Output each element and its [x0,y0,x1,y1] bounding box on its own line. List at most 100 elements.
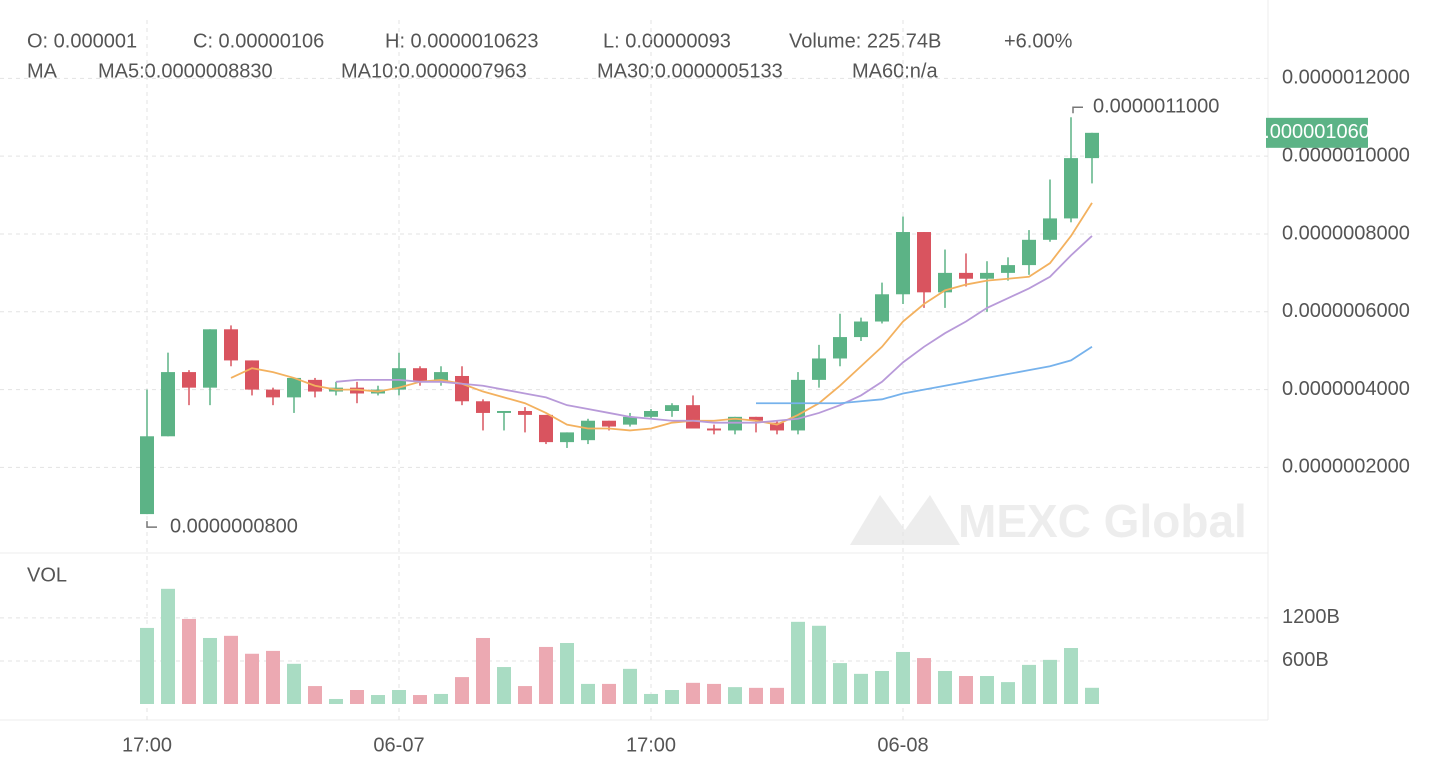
header-item: L: 0.00000093 [603,30,731,52]
volume-bar [224,635,238,704]
header-item: H: 0.0000010623 [385,30,538,52]
volume-bar [392,690,406,704]
volume-bar [1022,664,1036,704]
watermark-text: MEXC Global [958,495,1247,547]
volume-bar [707,683,721,704]
x-tick-label: 06-07 [373,734,424,756]
candle-body [770,422,784,431]
volume-tick-label: 600B [1282,649,1329,671]
x-tick-label: 06-08 [877,734,928,756]
volume-bar [644,693,658,704]
header-item: O: 0.000001 [27,30,137,52]
volume-bar [413,695,427,704]
y-tick-label: 0.0000008000 [1282,222,1410,244]
volume-bar [1085,687,1099,704]
candle-body [539,414,553,443]
volume-bar [602,683,616,704]
volume-bar [665,690,679,704]
candle-body [623,416,637,425]
y-tick-label: 0.0000006000 [1282,300,1410,322]
volume-bar [203,637,217,704]
volume-tick-label: 1200B [1282,606,1340,628]
candle-body [959,272,973,279]
y-tick-label: 0.0000004000 [1282,378,1410,400]
candle-body [707,428,721,431]
volume-bar [497,667,511,704]
volume-bar [728,687,742,704]
candle-body [203,329,217,388]
volume-bar [833,663,847,704]
candle-body [1043,218,1057,240]
candle-body [1064,158,1078,219]
candle-body [917,232,931,293]
volume-bar [434,693,448,704]
volume-bar [812,625,826,704]
candle-body [560,432,574,443]
volume-bar [182,618,196,704]
ma-line [230,202,1093,432]
volume-bar [959,676,973,704]
volume-bar [896,651,910,704]
legend-prefix: MA [27,60,58,82]
low-marker-arrow [146,521,157,528]
volume-bar [560,643,574,704]
legend-entry: MA60:n/a [852,60,938,82]
volume-bar [623,668,637,704]
candle-body [476,401,490,413]
legend-entry: MA10:0.0000007963 [341,60,527,82]
header-item: Volume: 225.74B [789,30,941,52]
last-price-label: 0.0000010600 [1253,121,1381,143]
volume-bar [476,637,490,704]
candle-body [287,377,301,398]
candle-body [1022,239,1036,266]
candle-body [350,387,364,394]
candle-body [497,410,511,413]
candle-body [980,272,994,279]
volume-bar [539,646,553,704]
volume-bar [329,698,343,704]
volume-bar [161,588,175,704]
candle-body [266,389,280,398]
candle-body [749,416,763,421]
volume-bar [1064,648,1078,704]
y-tick-label: 0.0000012000 [1282,67,1410,89]
volume-bar [875,670,889,704]
volume-bar [140,627,154,704]
volume-bar [791,621,805,704]
volume-bar [371,695,385,704]
candle-body [833,337,847,359]
candle-body [875,294,889,322]
candle-body [224,329,238,361]
volume-bar [266,650,280,704]
ma-line [335,235,1093,424]
volume-bar [938,670,952,704]
volume-bar [686,682,700,704]
volume-bar [770,687,784,704]
candle-body [791,379,805,431]
volume-bar [350,690,364,704]
candle-body [413,368,427,382]
legend-entry: MA5:0.0000008830 [98,60,273,82]
candle-body [1085,132,1099,159]
candle-body [665,405,679,411]
candle-body [812,358,826,380]
watermark: MEXC Global [850,495,1247,547]
candle-body [854,321,868,338]
legend-entry: MA30:0.0000005133 [597,60,783,82]
high-marker-arrow [1072,106,1083,114]
volume-bar [854,673,868,704]
volume-bar [518,686,532,704]
candle-body [245,360,259,390]
high-marker-label: 0.0000011000 [1093,96,1219,118]
candle-body [140,436,154,515]
candle-body [392,368,406,390]
candle-body [686,405,700,429]
volume-bar [455,677,469,704]
header-item: C: 0.00000106 [193,30,324,52]
x-tick-label: 17:00 [626,734,676,756]
candle-body [581,420,595,441]
candle-body [161,372,175,437]
volume-bar [1043,659,1057,704]
